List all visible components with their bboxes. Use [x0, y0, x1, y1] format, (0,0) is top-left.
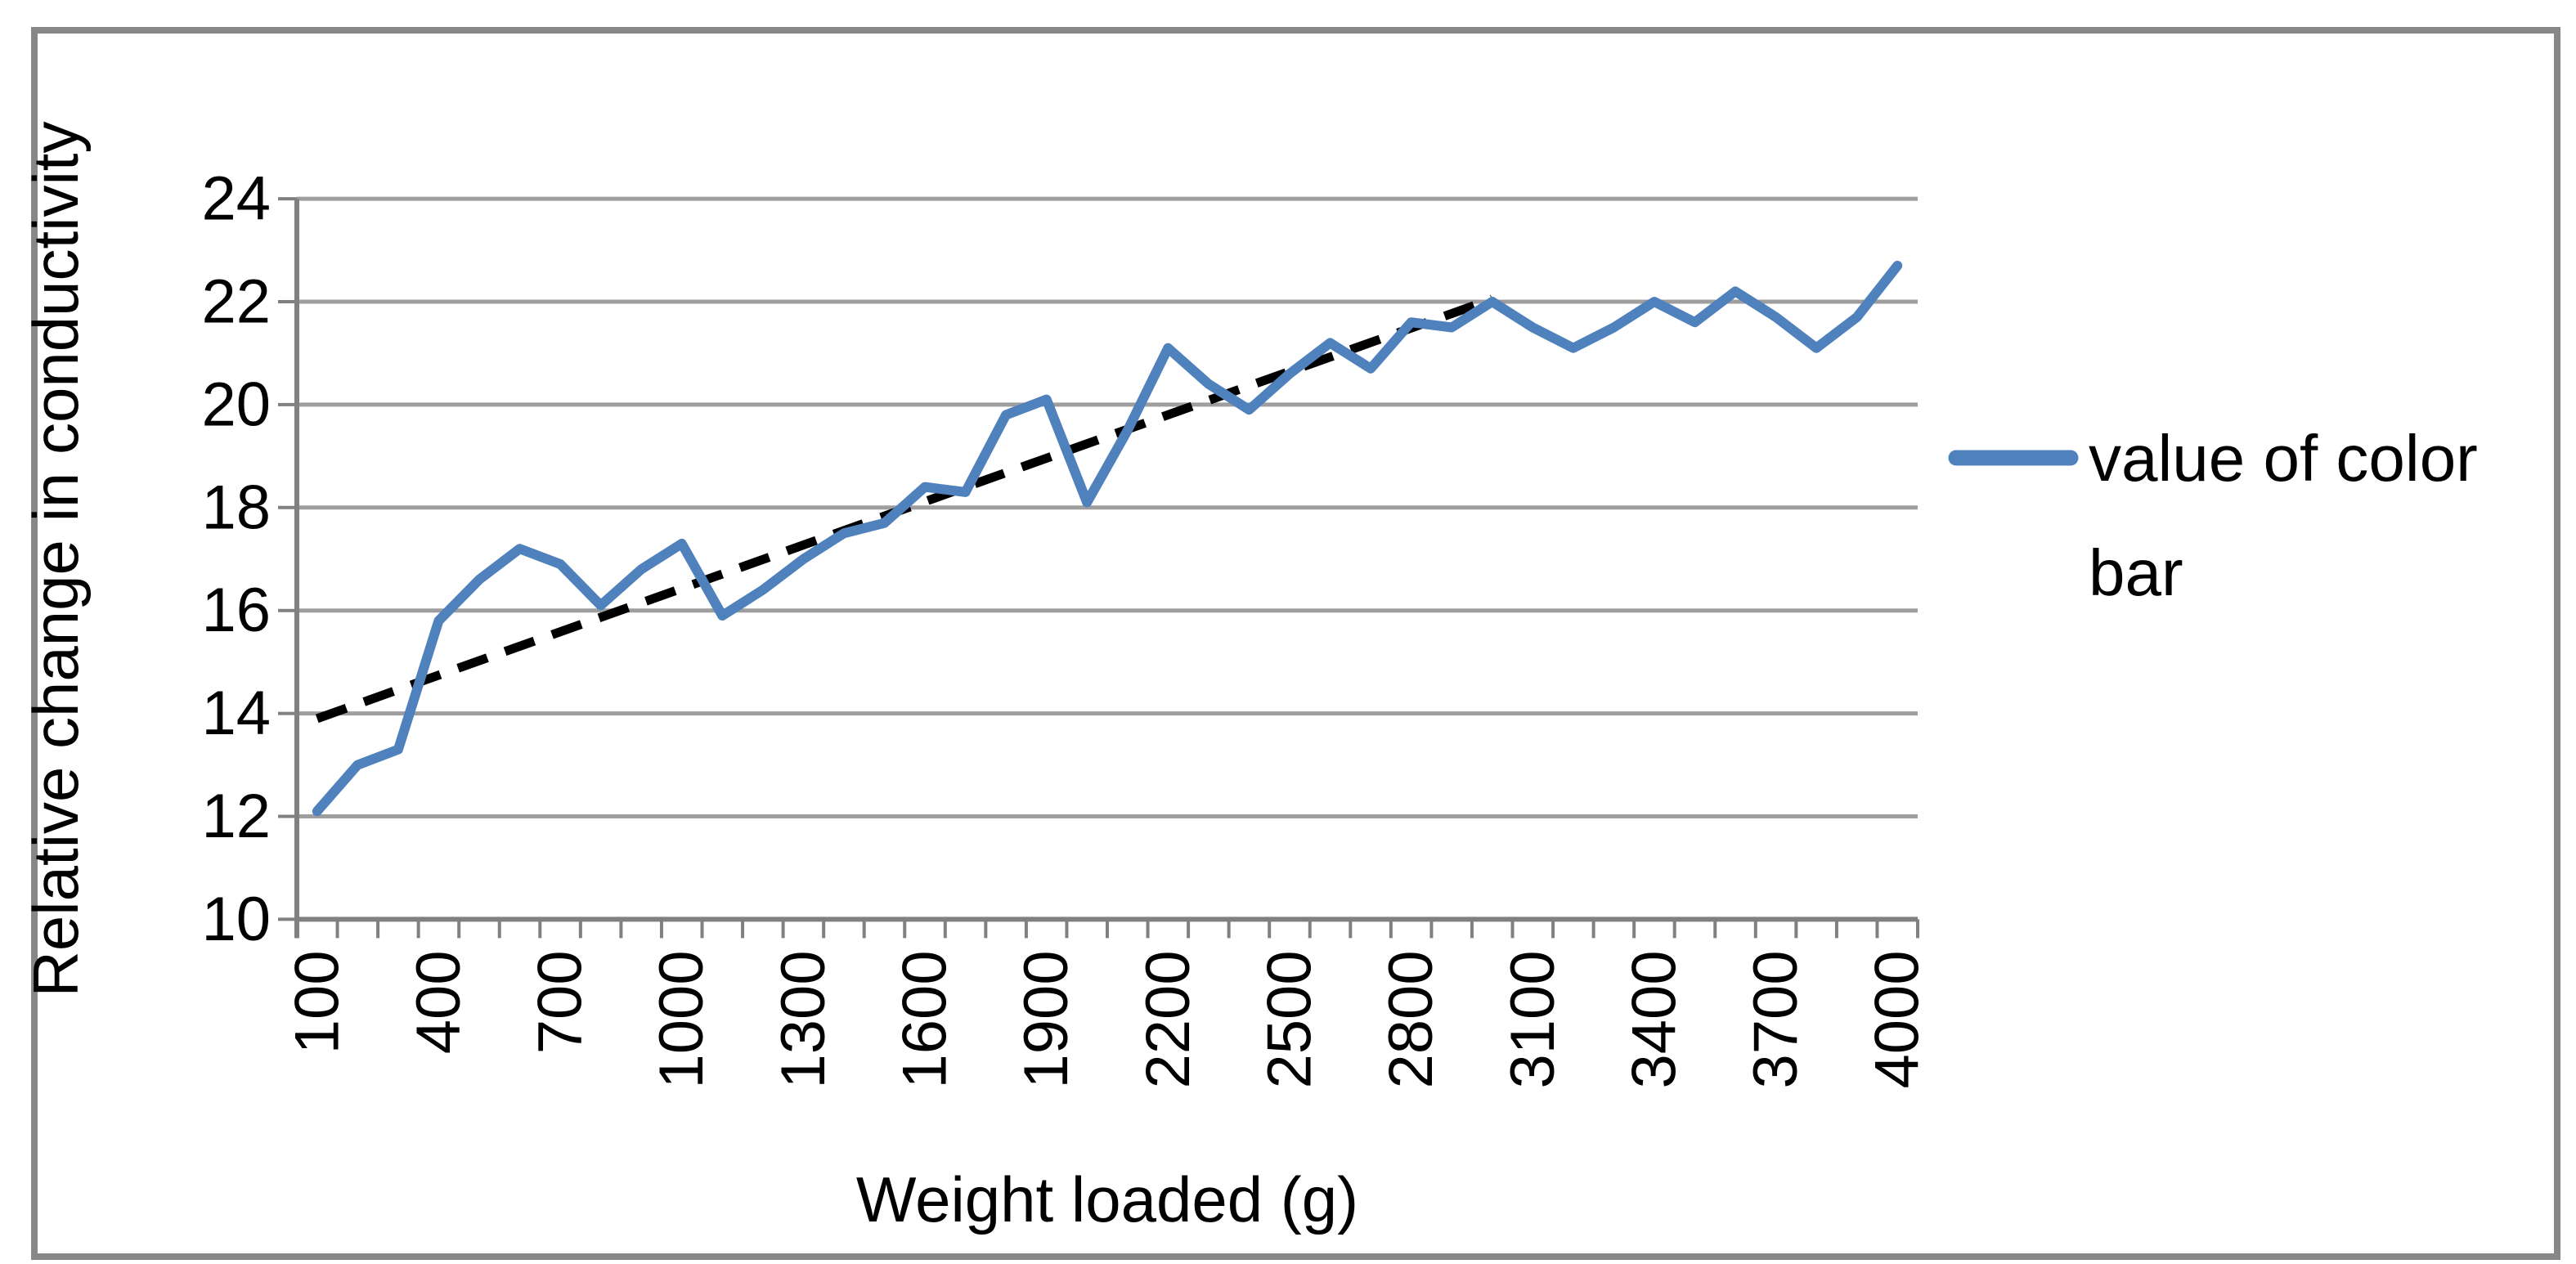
- figure-border: [31, 27, 2560, 1260]
- y-tick-label: 20: [201, 370, 271, 439]
- x-tick-label: 1600: [891, 950, 960, 1088]
- y-tick-label: 22: [201, 267, 271, 337]
- y-tick-label: 24: [201, 164, 271, 234]
- x-tick-label: 3700: [1741, 950, 1811, 1088]
- series-line-value-of-color-bar: [312, 260, 1903, 817]
- x-tick-label: 2200: [1133, 950, 1203, 1088]
- x-tick-label: 1900: [1012, 950, 1081, 1088]
- x-tick-labels-group: 100 400 700 1000 1300 1600 1900 2200 2500 2800 310…: [282, 950, 1932, 1088]
- x-tick-label: 4000: [1863, 950, 1932, 1088]
- y-axis-title: Relative change in conductivity: [20, 122, 92, 997]
- x-tick-label: 3400: [1619, 950, 1689, 1088]
- x-tick-label: 700: [526, 950, 595, 1054]
- legend: value of color bar: [1948, 422, 2478, 609]
- x-axis-title: Weight loaded (g): [856, 1163, 1358, 1235]
- legend-label-line1: value of color: [2089, 422, 2478, 495]
- y-tick-labels-group: 10 12 14 16 18 20 22 24: [201, 164, 271, 954]
- x-tick-label: 400: [404, 950, 473, 1054]
- y-tick-label: 10: [201, 885, 271, 954]
- x-tick-label: 3100: [1498, 950, 1568, 1088]
- y-tick-label: 18: [201, 473, 271, 542]
- x-tick-label: 1300: [769, 950, 838, 1088]
- y-tick-label: 12: [201, 782, 271, 851]
- y-tick-label: 14: [201, 679, 271, 748]
- y-tick-label: 16: [201, 576, 271, 645]
- legend-label-line2: bar: [2089, 536, 2183, 609]
- x-tick-label: 1000: [647, 950, 716, 1088]
- gridlines-group: [297, 196, 1918, 818]
- data-series-group: [312, 260, 1903, 817]
- ticks-group: [278, 197, 1919, 939]
- x-tick-label: 100: [282, 950, 352, 1054]
- x-tick-label: 2500: [1254, 950, 1324, 1088]
- x-tick-label: 2800: [1376, 950, 1446, 1088]
